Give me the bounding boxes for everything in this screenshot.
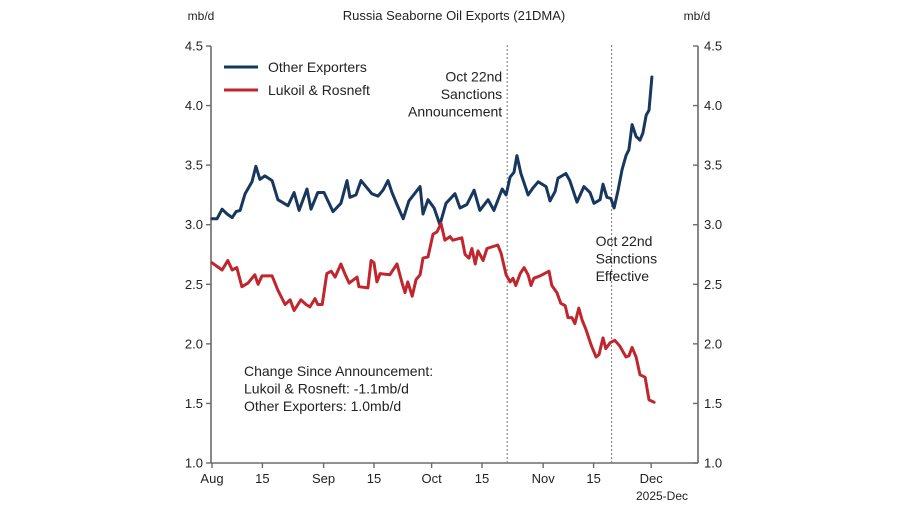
series-line-lukoil-rosneft	[210, 222, 656, 404]
y-tick-label-left: 3.5	[185, 158, 203, 173]
legend-label: Other Exporters	[268, 59, 367, 75]
reference-line-label: Announcement	[408, 104, 502, 120]
series-line-other-exporters	[210, 75, 654, 227]
y-tick-label-left: 1.5	[185, 396, 203, 411]
annotation-line: Change Since Announcement:	[244, 363, 433, 379]
annotation-line: Other Exporters: 1.0mb/d	[244, 398, 401, 414]
legend: Other Exporters Lukoil & Rosneft	[224, 59, 370, 98]
reference-line-label: Effective	[596, 268, 650, 284]
x-tick-label: Nov	[532, 471, 556, 486]
x-tick-label: 15	[586, 471, 600, 486]
chart-title: Russia Seaborne Oil Exports (21DMA)	[343, 8, 566, 23]
x-tick-label: Oct	[421, 471, 442, 486]
series-lines	[210, 75, 656, 404]
y-tick-label-right: 3.5	[704, 158, 722, 173]
y-tick-label-right: 1.5	[704, 396, 722, 411]
legend-label: Lukoil & Rosneft	[268, 82, 370, 98]
y-tick-label-left: 3.0	[185, 217, 203, 232]
x-tick-label: Aug	[200, 471, 223, 486]
y-tick-label-right: 2.0	[704, 336, 722, 351]
y-tick-label-right: 4.5	[704, 39, 722, 54]
y-tick-label-left: 1.0	[185, 456, 203, 471]
x-tick-label: 15	[475, 471, 489, 486]
y-tick-label-left: 4.5	[185, 39, 203, 54]
reference-line-label: Sanctions	[596, 251, 657, 267]
y-axis-label-right: mb/d	[684, 9, 711, 23]
y-tick-label-right: 2.5	[704, 277, 722, 292]
reference-line-label: Sanctions	[441, 86, 502, 102]
y-tick-label-left: 4.0	[185, 98, 203, 113]
x-tick-label: 15	[255, 471, 269, 486]
x-tick-label: 15	[367, 471, 381, 486]
y-axis-label-left: mb/d	[188, 9, 215, 23]
axes: 1.0 1.0 1.5 1.5 2.0 2.0 2.5 2.5 3.0 3.0 3.5 3.5 4.0 4…	[185, 39, 722, 487]
x-axis-year-label: 2025-Dec	[636, 489, 688, 503]
y-tick-label-left: 2.5	[185, 277, 203, 292]
reference-line-label: Oct 22nd	[445, 69, 502, 85]
change-annotation: Change Since Announcement: Lukoil & Rosne…	[244, 363, 433, 414]
y-tick-label-left: 2.0	[185, 336, 203, 351]
y-tick-label-right: 3.0	[704, 217, 722, 232]
x-tick-label: Sep	[312, 471, 335, 486]
reference-line-label: Oct 22nd	[596, 233, 653, 249]
annotation-line: Lukoil & Rosneft: -1.1mb/d	[244, 381, 409, 397]
x-tick-label: Dec	[640, 471, 664, 486]
y-tick-label-right: 1.0	[704, 456, 722, 471]
y-tick-label-right: 4.0	[704, 98, 722, 113]
